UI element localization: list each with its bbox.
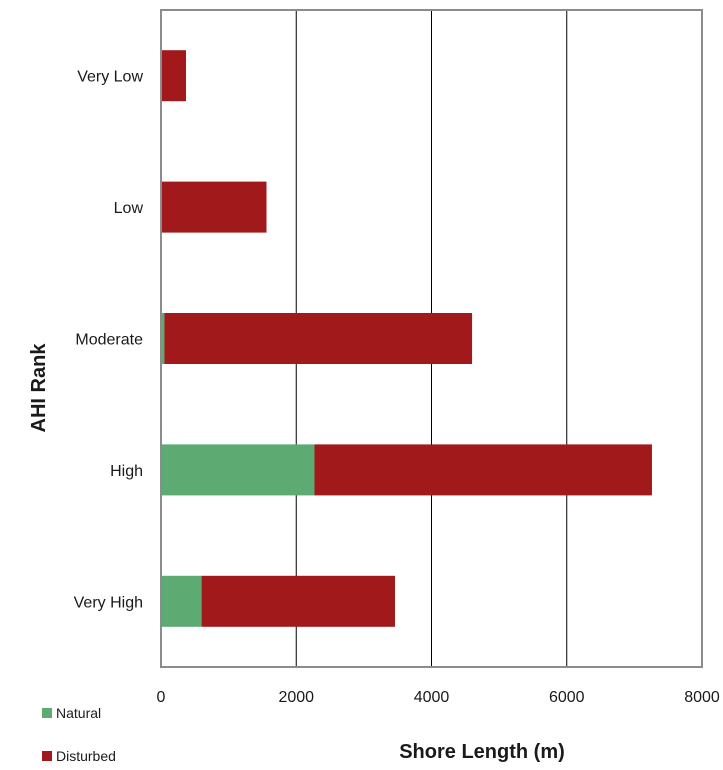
x-tick-label: 4000	[414, 689, 450, 706]
y-tick-label: Very Low	[77, 69, 143, 86]
bars	[161, 50, 652, 627]
plot-frame	[160, 9, 703, 668]
bar-natural-very-high	[161, 575, 202, 627]
y-tick-label: Moderate	[75, 332, 143, 349]
x-tick-labels: 0 2000 4000 6000 8000	[157, 689, 720, 706]
bar-disturbed-very-high	[201, 575, 395, 627]
y-tick-label: Low	[114, 200, 144, 217]
x-tick-label: 6000	[549, 689, 585, 706]
y-tick-label: High	[110, 463, 143, 480]
x-tick-label: 0	[157, 689, 166, 706]
x-tick-label: 8000	[684, 689, 720, 706]
bar-disturbed-very-low	[161, 50, 187, 102]
legend-swatch-natural	[42, 708, 52, 718]
bar-disturbed-moderate	[164, 313, 473, 364]
y-tick-label: Very High	[74, 594, 143, 611]
bar-disturbed-low	[161, 181, 267, 233]
y-axis-title: AHI Rank	[28, 343, 50, 433]
bar-natural-moderate	[161, 313, 165, 364]
legend-swatch-disturbed	[42, 751, 52, 761]
x-tick-label: 2000	[278, 689, 314, 706]
x-axis-title: Shore Length (m)	[399, 741, 565, 763]
legend-label-natural: Natural	[56, 705, 101, 721]
legend: Natural Disturbed	[42, 705, 116, 764]
legend-label-disturbed: Disturbed	[56, 748, 116, 764]
y-tick-labels: Very High High Moderate Low Very Low	[74, 69, 144, 612]
bar-natural-high	[161, 444, 315, 496]
bar-disturbed-high	[314, 444, 652, 496]
